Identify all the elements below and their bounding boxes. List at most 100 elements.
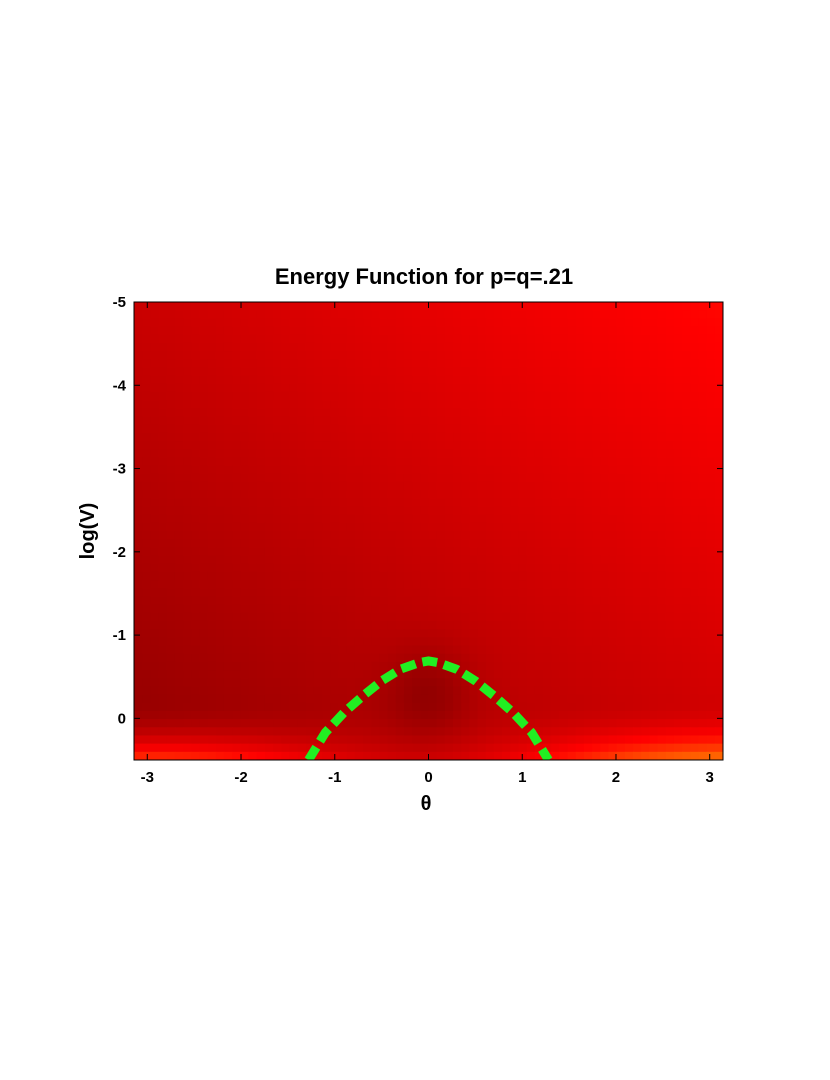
heatmap-cell <box>575 604 585 614</box>
heatmap-cell <box>412 522 421 532</box>
heatmap-cell <box>322 506 331 516</box>
heatmap-cell <box>461 416 470 426</box>
heatmap-cell <box>682 342 691 352</box>
heatmap-cell <box>240 383 250 393</box>
heatmap-cell <box>403 351 413 360</box>
heatmap-cell <box>543 547 552 557</box>
heatmap-cell <box>150 441 160 450</box>
heatmap-cell <box>690 481 700 491</box>
heatmap-cell <box>551 670 560 679</box>
heatmap-cell <box>600 694 610 704</box>
heatmap-cell <box>379 400 389 409</box>
heatmap-cell <box>305 670 315 679</box>
heatmap-cell <box>371 498 381 508</box>
heatmap-cell <box>461 719 470 728</box>
heatmap-cell <box>150 751 160 760</box>
heatmap-cell <box>649 694 659 704</box>
heatmap-cell <box>485 400 495 409</box>
heatmap-cell <box>502 359 511 369</box>
heatmap-cell <box>150 342 160 352</box>
heatmap-cell <box>592 547 601 557</box>
heatmap-cell <box>469 612 479 622</box>
heatmap-cell <box>526 678 536 687</box>
heatmap-cell <box>428 547 438 557</box>
heatmap-cell <box>150 571 160 581</box>
heatmap-cell <box>412 391 421 401</box>
heatmap-cell <box>518 342 528 352</box>
heatmap-cell <box>714 441 723 450</box>
heatmap-cell <box>436 514 446 524</box>
heatmap-cell <box>485 571 495 581</box>
heatmap-cell <box>592 645 601 655</box>
heatmap-cell <box>690 302 700 311</box>
heatmap-cell <box>215 367 225 377</box>
heatmap-cell <box>673 531 683 540</box>
heatmap-cell <box>232 498 241 508</box>
heatmap-cell <box>461 686 470 696</box>
heatmap-cell <box>706 539 716 548</box>
heatmap-cell <box>493 334 503 344</box>
heatmap-cell <box>174 743 184 753</box>
heatmap-cell <box>363 498 372 508</box>
heatmap-cell <box>346 302 356 311</box>
heatmap-cell <box>624 432 634 442</box>
heatmap-cell <box>657 310 667 319</box>
heatmap-cell <box>714 670 723 679</box>
heatmap-cell <box>518 449 528 458</box>
heatmap-cell <box>322 449 331 458</box>
heatmap-cell <box>395 481 405 491</box>
heatmap-cell <box>436 637 446 647</box>
heatmap-cell <box>289 588 299 598</box>
heatmap-cell <box>600 457 610 467</box>
heatmap-cell <box>142 637 151 647</box>
heatmap-cell <box>559 727 569 737</box>
heatmap-cell <box>297 400 307 409</box>
heatmap-cell <box>649 334 659 344</box>
heatmap-cell <box>616 694 626 704</box>
heatmap-cell <box>363 547 372 557</box>
heatmap-cell <box>232 653 241 663</box>
heatmap-cell <box>134 498 143 508</box>
heatmap-cell <box>551 334 560 344</box>
heatmap-cell <box>510 645 520 655</box>
heatmap-cell <box>150 702 160 712</box>
heatmap-cell <box>453 334 462 344</box>
heatmap-cell <box>158 342 168 352</box>
heatmap-cell <box>166 302 176 311</box>
heatmap-cell <box>346 719 356 728</box>
heatmap-cell <box>444 563 454 573</box>
heatmap-cell <box>134 359 143 369</box>
heatmap-cell <box>575 743 585 753</box>
heatmap-cell <box>313 531 323 540</box>
heatmap-cell <box>412 588 421 598</box>
heatmap-cell <box>346 310 356 319</box>
heatmap-cell <box>183 498 192 508</box>
heatmap-cell <box>289 694 299 704</box>
heatmap-cell <box>551 481 560 491</box>
heatmap-cell <box>461 310 470 319</box>
heatmap-cell <box>387 580 397 589</box>
heatmap-cell <box>657 326 667 336</box>
heatmap-cell <box>273 334 282 344</box>
heatmap-cell <box>600 637 610 647</box>
heatmap-cell <box>330 416 340 426</box>
heatmap-cell <box>166 383 176 393</box>
heatmap-cell <box>207 367 217 377</box>
heatmap-cell <box>289 457 299 467</box>
heatmap-cell <box>526 645 536 655</box>
heatmap-cell <box>322 710 331 720</box>
heatmap-cell <box>371 702 381 712</box>
heatmap-cell <box>526 310 536 319</box>
heatmap-cell <box>698 539 708 548</box>
heatmap-cell <box>420 465 430 475</box>
heatmap-cell <box>215 432 225 442</box>
heatmap-cell <box>150 481 160 491</box>
heatmap-cell <box>543 310 552 319</box>
heatmap-cell <box>240 391 250 401</box>
heatmap-cell <box>641 637 650 647</box>
heatmap-cell <box>698 531 708 540</box>
heatmap-cell <box>207 490 217 499</box>
heatmap-cell <box>526 547 536 557</box>
heatmap-cell <box>297 539 307 548</box>
heatmap-cell <box>273 580 282 589</box>
